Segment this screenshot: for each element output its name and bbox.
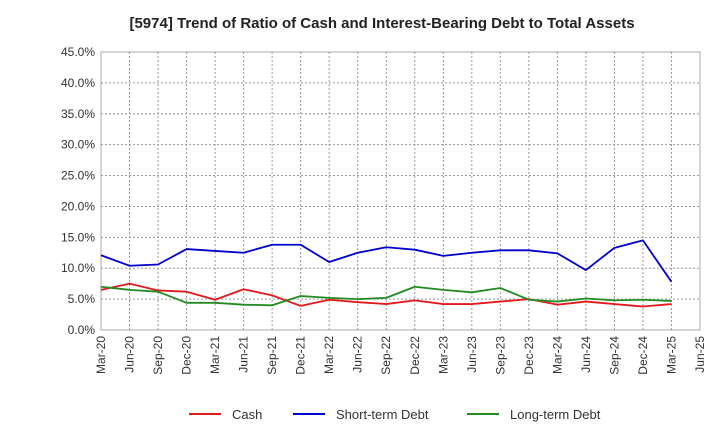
- x-tick-label: Mar-25: [664, 336, 678, 374]
- x-tick-label: Dec-23: [522, 336, 536, 375]
- y-axis-ticks: 0.0% 5.0% 10.0% 15.0% 20.0% 25.0% 30.0% 35.0% 40…: [61, 45, 95, 337]
- x-tick-label: Jun-20: [123, 336, 137, 373]
- x-tick-label: Sep-20: [151, 336, 165, 375]
- x-tick-label: Dec-24: [636, 336, 650, 375]
- x-tick-label: Dec-22: [408, 336, 422, 375]
- x-tick-label: Dec-20: [180, 336, 194, 375]
- series-lines: [100, 239, 673, 308]
- x-tick-label: Sep-22: [379, 336, 393, 375]
- x-tick-label: Dec-21: [294, 336, 308, 375]
- legend-label-long-term-debt: Long-term Debt: [510, 407, 601, 422]
- x-tick-label: Mar-22: [322, 336, 336, 374]
- x-axis-ticks: Mar-20 Jun-20 Sep-20 Dec-20 Mar-21 Jun-21 Sep-…: [94, 336, 707, 375]
- legend-label-cash: Cash: [232, 407, 262, 422]
- y-tick-label: 20.0%: [61, 199, 95, 213]
- x-tick-label: Jun-25: [693, 336, 707, 373]
- series-line-cash: [100, 282, 672, 308]
- x-tick-label: Mar-23: [436, 336, 450, 374]
- chart-title: [5974] Trend of Ratio of Cash and Intere…: [129, 15, 634, 32]
- legend-label-short-term-debt: Short-term Debt: [336, 407, 429, 422]
- y-tick-label: 40.0%: [61, 76, 95, 90]
- x-tick-label: Jun-22: [351, 336, 365, 373]
- y-tick-label: 10.0%: [61, 261, 95, 275]
- x-tick-label: Mar-24: [550, 336, 564, 374]
- x-tick-label: Sep-24: [607, 336, 621, 375]
- y-tick-label: 25.0%: [61, 169, 95, 183]
- y-tick-label: 45.0%: [61, 45, 95, 59]
- x-tick-label: Mar-21: [208, 336, 222, 374]
- x-tick-label: Mar-20: [94, 336, 108, 374]
- x-tick-label: Jun-24: [579, 336, 593, 373]
- y-tick-label: 15.0%: [61, 230, 95, 244]
- x-tick-label: Jun-21: [237, 336, 251, 373]
- y-tick-label: 0.0%: [68, 323, 96, 337]
- y-tick-label: 5.0%: [68, 292, 96, 306]
- series-line-long-term-debt: [100, 285, 672, 307]
- legend: Cash Short-term Debt Long-term Debt: [189, 407, 601, 422]
- y-tick-label: 30.0%: [61, 138, 95, 152]
- series-line-short-term-debt: [100, 239, 673, 283]
- plot-area: [100, 51, 701, 331]
- x-tick-label: Sep-23: [493, 336, 507, 375]
- x-tick-label: Sep-21: [265, 336, 279, 375]
- x-tick-label: Jun-23: [465, 336, 479, 373]
- y-tick-label: 35.0%: [61, 107, 95, 121]
